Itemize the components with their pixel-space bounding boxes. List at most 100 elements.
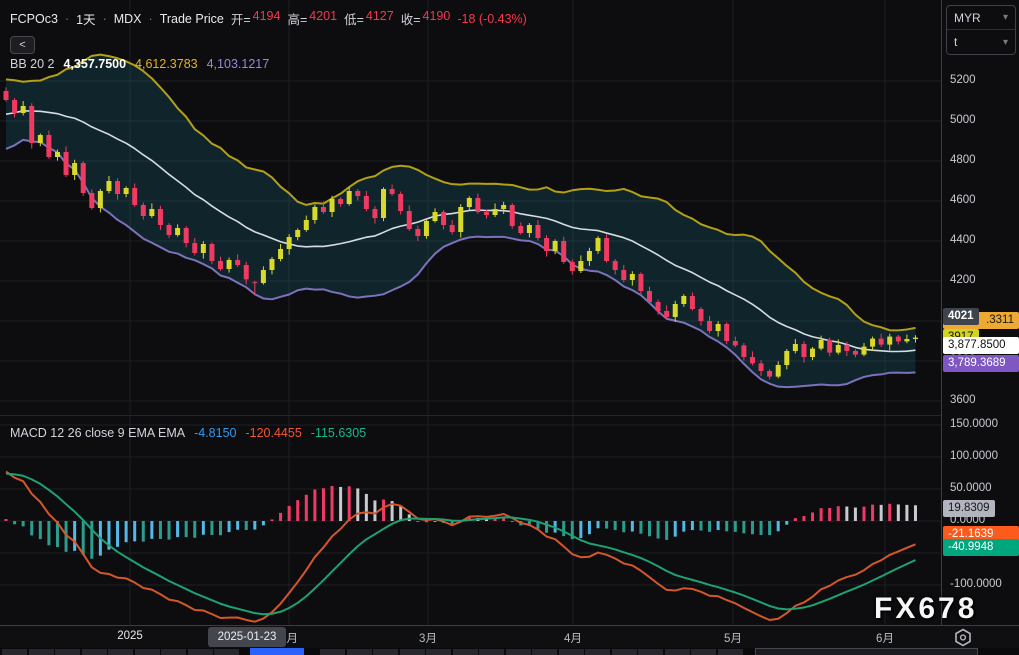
chevron-down-icon: ▾: [1003, 12, 1008, 23]
macd-hist-bar: [313, 490, 316, 521]
candle-body: [750, 357, 755, 363]
candle-body: [424, 221, 429, 236]
candle-body: [801, 344, 806, 357]
candle-body: [21, 106, 26, 113]
interval-label[interactable]: 1天: [76, 9, 95, 28]
candle-body: [149, 209, 154, 216]
candle-body: [544, 238, 549, 251]
price-tick-label: 5000: [950, 114, 976, 126]
price-tick-label: 4200: [950, 274, 976, 286]
macd-hist-value: -4.8150: [194, 426, 236, 440]
candle-body: [330, 199, 335, 212]
macd-hist-bar: [270, 519, 273, 521]
candle-body: [681, 296, 686, 304]
pane-divider[interactable]: [0, 415, 941, 416]
candle-body: [321, 207, 326, 212]
candle-body: [29, 106, 34, 143]
price-tick-label: 5200: [950, 74, 976, 86]
macd-hist-bar: [296, 500, 299, 521]
macd-hist-bar: [699, 521, 702, 531]
back-button[interactable]: <: [10, 36, 35, 54]
candle-body: [192, 243, 197, 253]
candle-body: [98, 191, 103, 208]
macd-hist-bar: [880, 505, 883, 521]
macd-signal-badge: -40.9948: [943, 539, 1019, 556]
symbol-name[interactable]: FCPOc3: [10, 12, 58, 26]
currency-dropdown[interactable]: MYR ▾: [947, 6, 1015, 30]
time-axis[interactable]: 2025-01-23 20252月3月4月5月6月: [0, 625, 1019, 648]
price-type-label: Trade Price: [160, 12, 224, 26]
bottom-strip-cell: [214, 649, 239, 655]
candle-body: [638, 274, 643, 291]
bottom-strip-cell: [612, 649, 637, 655]
trading-chart-app: FCPOc3 · 1天 · MDX · Trade Price 开=4194 高…: [0, 0, 1019, 655]
macd-hist-bar: [30, 521, 33, 535]
candle-body: [810, 349, 815, 357]
macd-hist-bar: [13, 521, 16, 524]
macd-hist-bar: [176, 521, 179, 537]
candle-body: [209, 244, 214, 261]
bottom-strip-cell: [400, 649, 425, 655]
candle-body: [561, 241, 566, 262]
separator-dot: ·: [65, 12, 69, 26]
bb-lower-badge: 3,789.3689: [943, 355, 1019, 372]
fx678-watermark: FX678: [874, 592, 977, 626]
main-chart-canvas[interactable]: [0, 0, 1019, 655]
macd-hist-bar: [73, 521, 76, 551]
bottom-strip-active-segment: [250, 648, 304, 655]
candle-body: [853, 351, 858, 355]
macd-hist-bar: [828, 508, 831, 521]
candle-body: [72, 163, 77, 175]
chevron-down-icon: ▾: [1003, 37, 1008, 48]
bottom-strip-cell: [2, 649, 27, 655]
candle-body: [441, 212, 446, 225]
bottom-strip-cell: [638, 649, 663, 655]
macd-hist-bar: [639, 521, 642, 534]
bb-indicator-legend[interactable]: BB 20 2 4,357.7500 4,612.3783 4,103.1217: [10, 57, 269, 71]
macd-hist-bar: [622, 521, 625, 532]
macd-indicator-legend[interactable]: MACD 12 26 close 9 EMA EMA -4.8150 -120.…: [10, 426, 366, 440]
bb-lower-value: 4,103.1217: [207, 57, 270, 71]
macd-hist-bar: [648, 521, 651, 536]
macd-hist-bar: [382, 500, 385, 521]
macd-hist-bar: [142, 521, 145, 542]
macd-hist-bar: [888, 504, 891, 521]
candle-body: [141, 205, 146, 216]
price-axis[interactable]: MYR ▾ t ▾ 520050004800460044004200400038…: [941, 0, 1019, 648]
unit-dropdown[interactable]: t ▾: [947, 30, 1015, 54]
macd-hist-bar: [511, 521, 514, 522]
time-axis-settings-icon[interactable]: [953, 628, 973, 647]
ohlc-high: 高=4201: [287, 9, 337, 28]
candle-body: [535, 225, 540, 238]
candle-body: [467, 198, 472, 207]
macd-hist-bar: [228, 521, 231, 532]
candle-body: [879, 339, 884, 345]
candle-body: [647, 291, 652, 302]
bottom-strip-cell: [585, 649, 610, 655]
macd-hist-bar: [588, 521, 591, 534]
macd-hist-bar: [125, 521, 128, 542]
candle-body: [64, 152, 69, 175]
macd-hist-bar: [760, 521, 763, 535]
candle-body: [81, 163, 86, 193]
price-change: -18 (-0.43%): [457, 12, 526, 26]
bottom-strip-cell: [665, 649, 690, 655]
candle-body: [124, 188, 129, 194]
macd-hist-bar: [897, 504, 900, 521]
macd-hist-bar: [837, 506, 840, 521]
candle-body: [767, 371, 772, 377]
bottom-strip-cell: [108, 649, 133, 655]
candle-body: [518, 226, 523, 233]
ohlc-open: 开=4194: [231, 9, 281, 28]
macd-hist-bar: [348, 486, 351, 521]
candle-body: [450, 225, 455, 232]
candle-body: [158, 209, 163, 225]
candle-body: [690, 296, 695, 309]
bottom-strip-cell: [426, 649, 451, 655]
macd-hist-bar: [631, 521, 634, 532]
macd-hist-bar: [193, 521, 196, 538]
exchange-label: MDX: [114, 12, 142, 26]
candle-body: [235, 260, 240, 265]
candle-body: [896, 337, 901, 342]
candle-body: [596, 238, 601, 251]
